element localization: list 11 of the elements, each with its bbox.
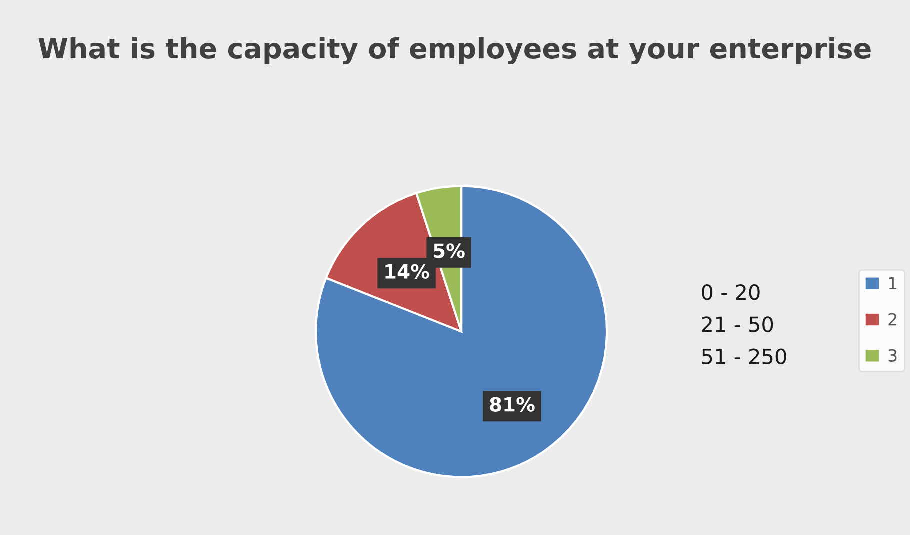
text: 21 - 50 <box>702 316 774 332</box>
legend-label: 3 <box>888 349 897 362</box>
data-label: 14% <box>386 264 430 279</box>
chart-title: What is the capacity of employees at your enterprise <box>38 37 871 65</box>
legend-label: 2 <box>888 313 896 326</box>
text: 51 - 250 <box>702 348 786 364</box>
data-label: 5% <box>434 244 465 258</box>
pie-slice <box>314 185 608 478</box>
legend-label: 1 <box>889 277 897 290</box>
text: 0 - 20 <box>702 284 760 300</box>
data-label: 81% <box>490 397 535 412</box>
